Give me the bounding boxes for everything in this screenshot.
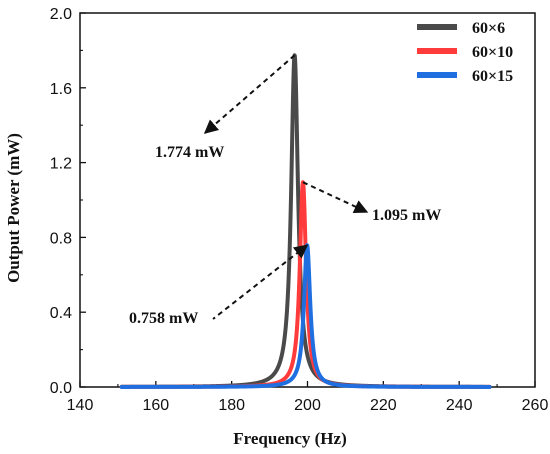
annotation-label-1: 1.774 mW [155, 144, 224, 161]
annotation-arrow-3 [212, 244, 309, 320]
y-tick-label: 0.8 [50, 230, 72, 247]
annotation-label-2: 1.095 mW [372, 207, 441, 224]
series-line-3 [119, 243, 492, 389]
x-tick-label: 200 [294, 397, 321, 414]
x-tick-label: 240 [446, 397, 473, 414]
y-tick-label: 1.6 [50, 81, 72, 98]
annotation-arrow-2 [302, 181, 369, 214]
annotations: 1.774 mW 1.095 mW 0.758 mW [129, 54, 441, 327]
x-tick-label: 260 [522, 397, 549, 414]
axes: 140 160 180 200 220 240 260 0.0 0.4 0.8 1.2 1.6 2.0 [50, 6, 549, 414]
legend: 60×6 60×10 60×15 [417, 20, 513, 85]
legend-label-2: 60×10 [472, 44, 513, 61]
x-tick-label: 140 [67, 397, 94, 414]
annotation-arrow-1 [203, 54, 296, 134]
y-axis-label: Output Power (mW) [4, 133, 23, 283]
x-axis-label: Frequency (Hz) [233, 429, 346, 448]
y-tick-label: 0.0 [50, 380, 72, 397]
legend-label-1: 60×6 [472, 20, 505, 37]
y-tick-label: 1.2 [50, 156, 72, 173]
y-tick-label: 2.0 [50, 6, 72, 23]
y-tick-label: 0.4 [50, 305, 72, 322]
x-tick-label: 160 [142, 397, 169, 414]
x-tick-label: 220 [370, 397, 397, 414]
x-tick-label: 180 [218, 397, 245, 414]
legend-label-3: 60×15 [472, 68, 513, 85]
annotation-label-3: 0.758 mW [129, 310, 198, 327]
